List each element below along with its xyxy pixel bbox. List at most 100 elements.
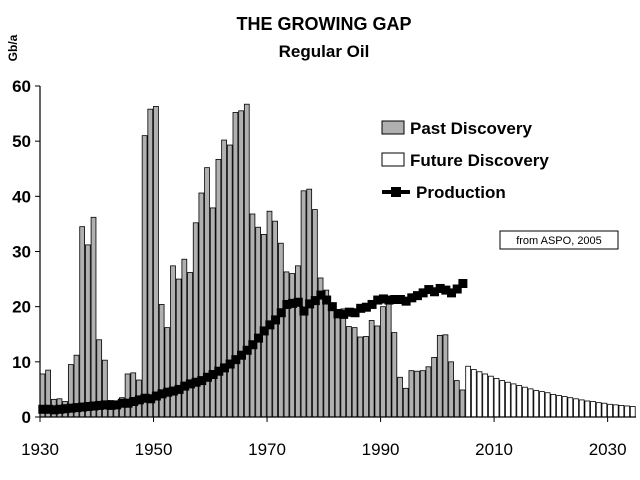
production-point (151, 391, 161, 401)
future-discovery-bar (561, 396, 568, 418)
x-tick-label: 1970 (248, 440, 286, 459)
production-point (185, 379, 195, 389)
production-point (208, 370, 218, 380)
production-point (157, 389, 167, 399)
production-point (299, 306, 309, 316)
production-point (333, 309, 343, 319)
y-tick-label: 20 (12, 298, 31, 317)
past-discovery-bar (363, 336, 369, 418)
past-discovery-bar (164, 327, 171, 418)
past-discovery-bar (368, 320, 375, 418)
past-discovery-bar (419, 370, 426, 418)
past-discovery-bar (385, 296, 392, 418)
y-tick-label: 30 (12, 243, 31, 262)
future-discovery-bar (612, 404, 619, 418)
production-point (373, 295, 383, 305)
y-tick-label: 50 (12, 132, 31, 151)
past-discovery-bar (232, 112, 239, 418)
past-discovery-bar (277, 242, 284, 418)
production-point (339, 309, 349, 319)
future-discovery-bar (527, 388, 534, 418)
y-tick-label: 10 (12, 353, 31, 372)
future-discovery-bar (470, 369, 477, 418)
y-tick-label: 0 (22, 408, 31, 427)
future-discovery-bar (544, 392, 551, 418)
production-point (327, 302, 337, 312)
production-point (214, 366, 224, 376)
production-point (276, 308, 286, 318)
future-discovery-bar (573, 398, 579, 418)
past-discovery-bar (147, 108, 154, 418)
production-point (117, 398, 127, 408)
future-discovery-bar (522, 386, 528, 418)
production-point (89, 401, 99, 411)
production-point (384, 295, 394, 305)
production-point (129, 397, 139, 407)
x-tick-label: 1990 (362, 440, 400, 459)
past-discovery-bar (408, 370, 415, 418)
past-discovery-bar (453, 380, 460, 418)
past-discovery-bar (243, 103, 250, 418)
past-discovery-bar (414, 370, 420, 418)
production-point (435, 283, 445, 293)
production-point (390, 295, 400, 304)
past-discovery-bar (357, 336, 364, 418)
past-discovery-bar (334, 309, 341, 418)
past-discovery-bar (124, 373, 131, 418)
future-discovery-bar (510, 383, 517, 418)
past-discovery-bar (295, 265, 301, 418)
production-point (49, 405, 59, 415)
production-point (191, 377, 201, 387)
legend-label-past-discovery: Past Discovery (410, 119, 532, 138)
future-discovery-bar (578, 399, 585, 418)
production-point (100, 400, 110, 410)
past-discovery-bar (425, 366, 432, 418)
legend-swatch-production-marker (391, 187, 401, 197)
past-discovery-bar (340, 308, 347, 418)
future-discovery-bar (465, 365, 471, 418)
production-point (265, 320, 275, 330)
past-discovery-bar (374, 325, 381, 418)
production-point (447, 288, 457, 298)
production-point (254, 333, 264, 343)
production-point (225, 359, 235, 369)
production-point (106, 400, 116, 410)
production-point (55, 404, 65, 414)
production-point (231, 355, 241, 365)
production-point (430, 287, 439, 297)
future-discovery-bar (556, 395, 562, 418)
production-point (293, 297, 303, 307)
production-point (407, 293, 417, 303)
production-point (44, 404, 54, 414)
production-point (452, 284, 462, 294)
x-tick-label: 2010 (475, 440, 513, 459)
production-point (356, 303, 366, 313)
past-discovery-bar (141, 135, 148, 418)
production-point (305, 299, 315, 309)
past-discovery-bar (238, 110, 244, 418)
production-point (344, 307, 354, 317)
past-discovery-bar (351, 327, 358, 418)
production-point (248, 340, 258, 350)
production-point (271, 315, 281, 325)
past-discovery-bar (90, 216, 97, 418)
legend-swatch-future-discovery (381, 152, 405, 167)
production-point (441, 285, 451, 295)
production-point (219, 363, 229, 373)
past-discovery-bar (283, 271, 290, 418)
production-point (395, 295, 405, 304)
past-discovery-bar (380, 306, 386, 418)
production-line-layer (38, 279, 468, 415)
production-point (350, 308, 360, 318)
past-discovery-bar (431, 357, 437, 418)
past-discovery-bar (187, 272, 193, 418)
production-point (401, 296, 411, 306)
production-point (197, 376, 207, 386)
legend: Past Discovery Future Discovery Producti… (381, 119, 549, 202)
source-note-box: from ASPO, 2005 (499, 230, 619, 250)
production-point (378, 294, 388, 304)
future-discovery-bar (618, 405, 625, 418)
past-discovery-bar (442, 334, 449, 418)
legend-label-future-discovery: Future Discovery (410, 151, 549, 170)
